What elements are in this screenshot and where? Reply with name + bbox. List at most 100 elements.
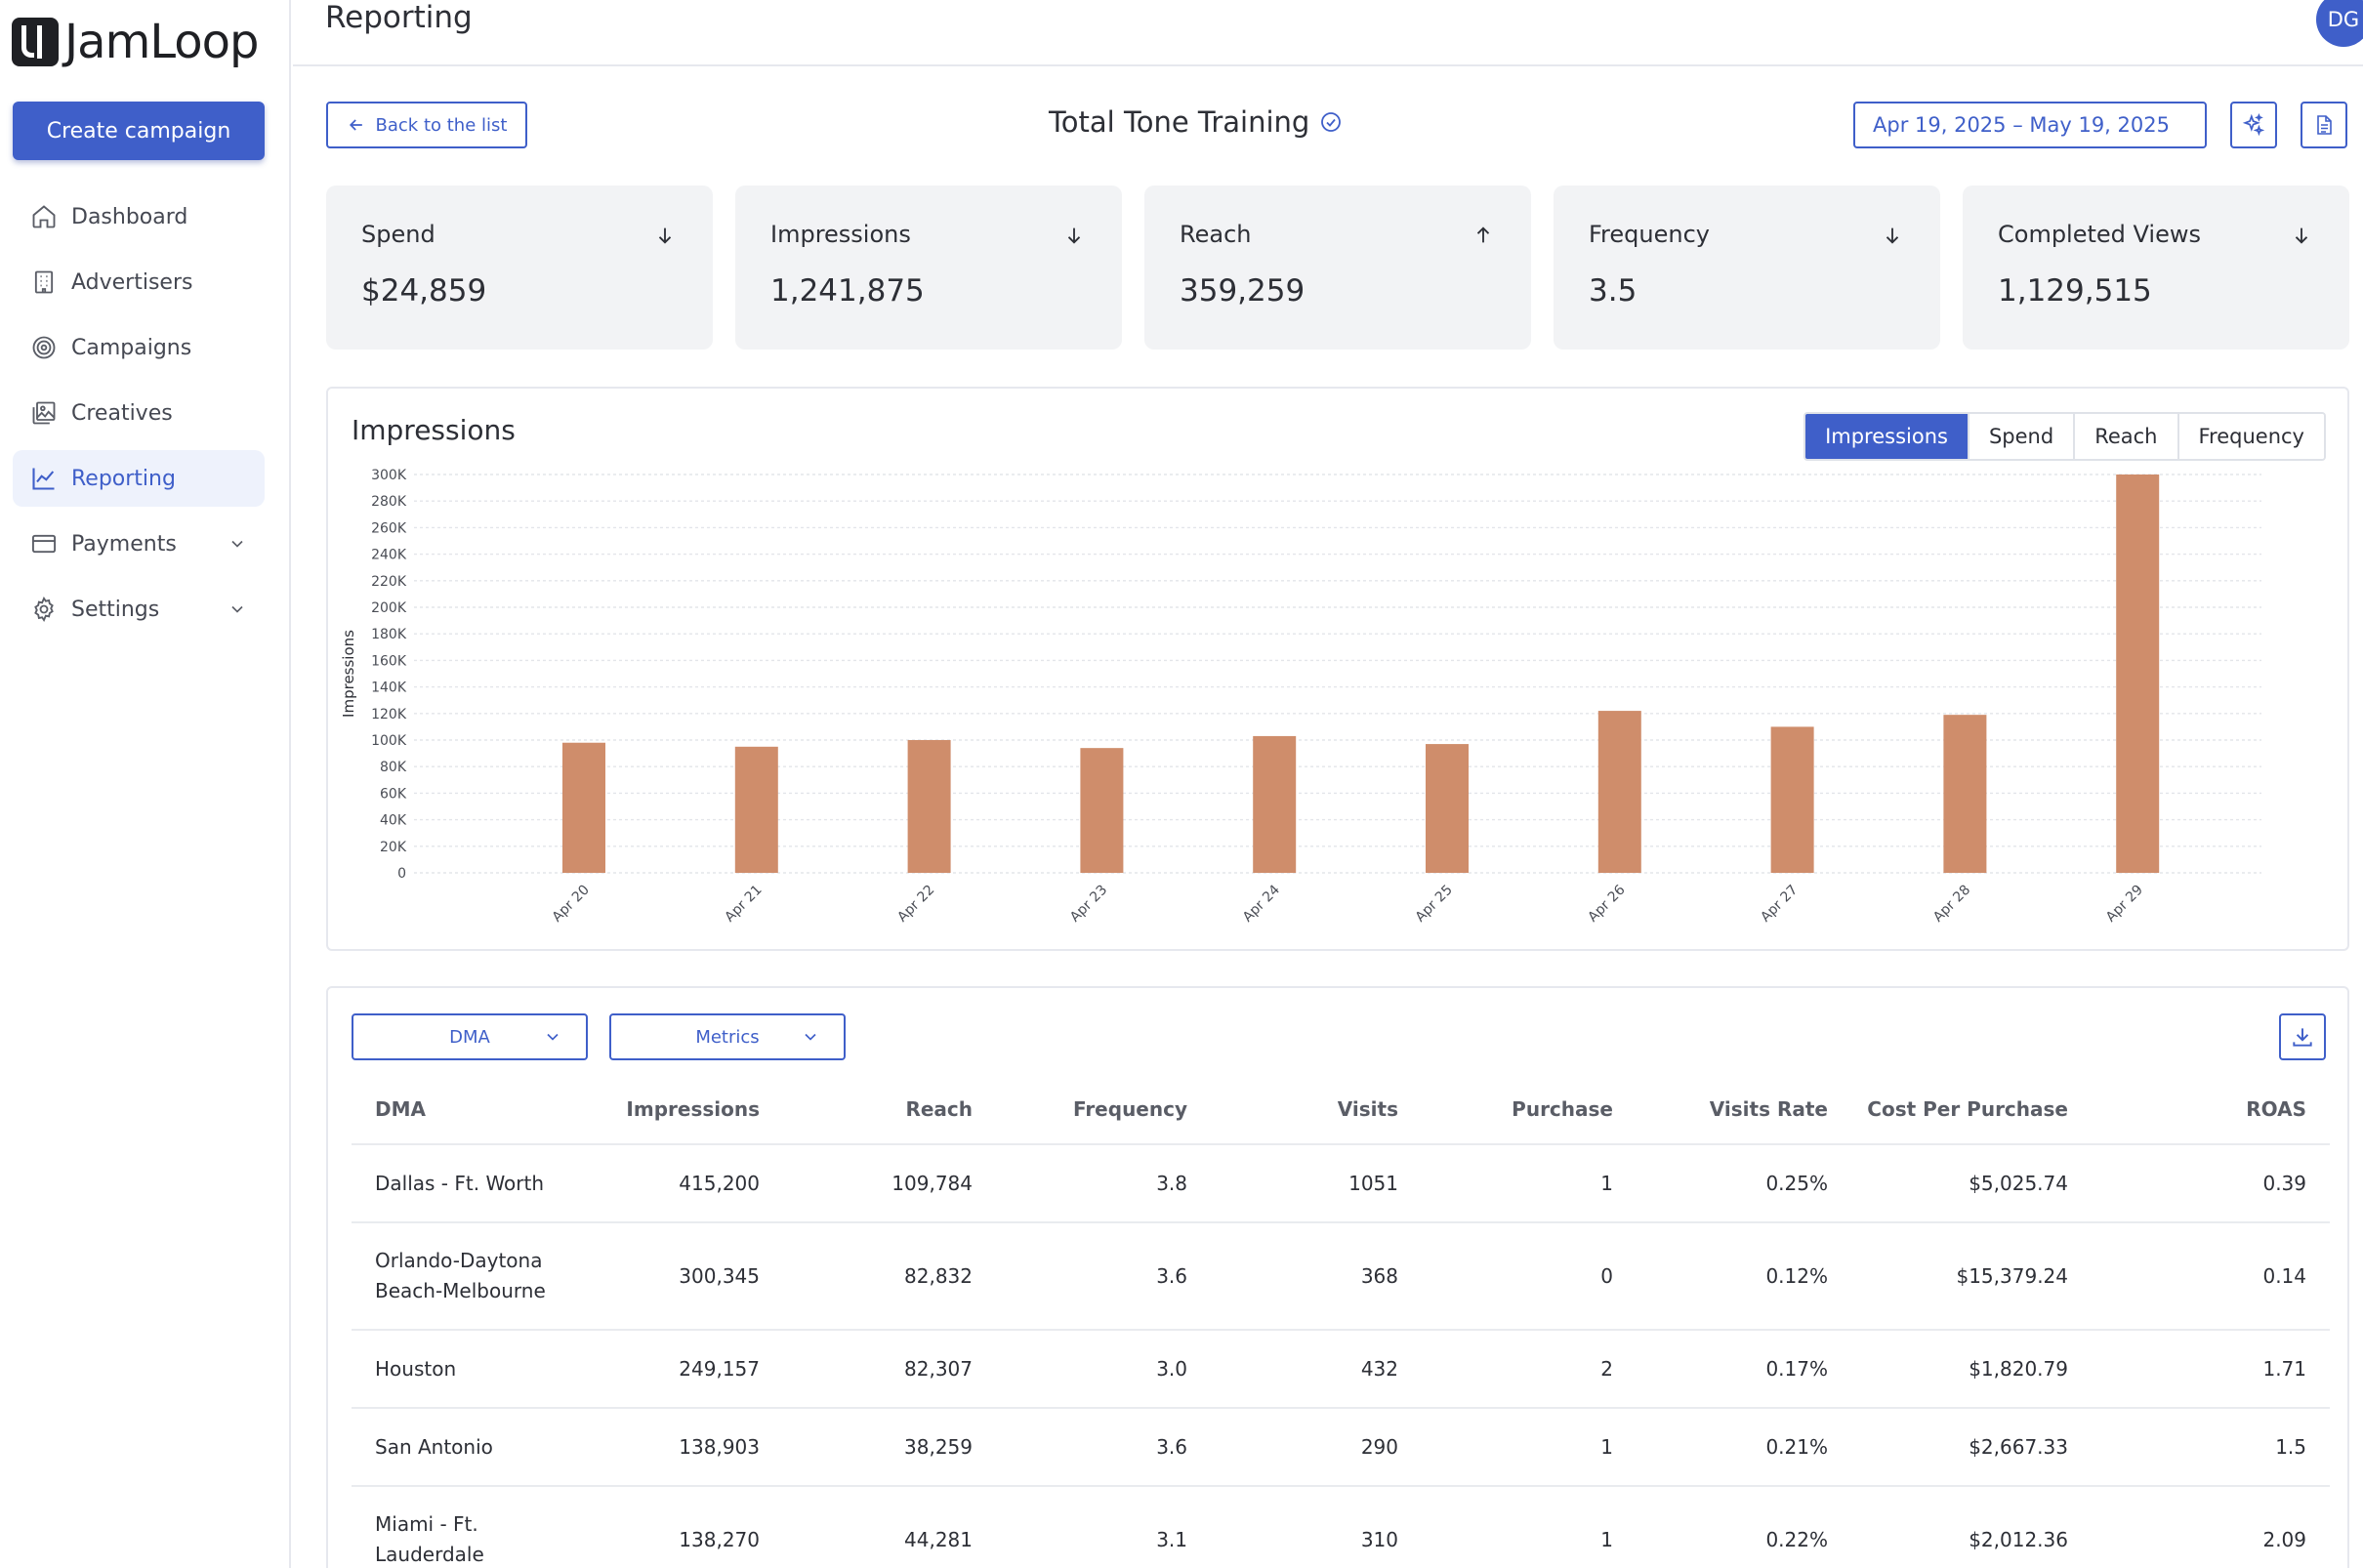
cell-purchase: 0 [1422,1222,1637,1331]
sidebar-item-label: Creatives [71,400,173,426]
bar-apr-23 [1080,748,1124,873]
table-row[interactable]: Miami - Ft. Lauderdale 138,270 44,281 3.… [352,1486,2330,1568]
tab-frequency[interactable]: Frequency [2176,414,2324,459]
page-title: Reporting [325,0,473,35]
download-button[interactable] [2279,1013,2326,1060]
y-tick-label: 280K [371,494,407,510]
column-header-purchase[interactable]: Purchase [1422,1074,1637,1145]
y-tick-label: 100K [371,733,407,749]
cell-frequency: 3.8 [996,1144,1211,1223]
cell-visits-rate: 0.17% [1637,1330,1851,1409]
sidebar-item-advertisers[interactable]: Advertisers [13,254,265,310]
sidebar-item-campaigns[interactable]: Campaigns [13,319,265,376]
column-header-impressions[interactable]: Impressions [576,1074,783,1145]
y-tick-label: 180K [371,627,407,642]
sidebar: JamLoop Create campaign Dashboard Advert… [0,0,291,1568]
ai-insights-button[interactable] [2230,102,2277,148]
avatar[interactable]: DG [2316,0,2363,47]
sidebar-item-reporting[interactable]: Reporting [13,450,265,507]
cell-purchase: 1 [1422,1144,1637,1223]
bar-apr-22 [907,740,951,873]
y-tick-label: 300K [371,468,407,483]
cell-visits-rate: 0.22% [1637,1486,1851,1568]
dma-table: DMA Impressions Reach Frequency Visits P… [352,1074,2330,1568]
column-header-roas[interactable]: ROAS [2092,1074,2330,1145]
x-tick-label: Apr 28 [1930,883,1973,926]
campaign-title-text: Total Tone Training [1049,105,1310,139]
tab-spend[interactable]: Spend [1967,414,2074,459]
column-header-visits[interactable]: Visits [1211,1074,1422,1145]
chart-title: Impressions [352,414,516,446]
kpi-card-spend: Spend $24,859 [326,186,713,350]
cell-cost-per-purchase: $1,820.79 [1851,1330,2092,1409]
column-header-reach[interactable]: Reach [783,1074,996,1145]
table-row[interactable]: San Antonio 138,903 38,259 3.6 290 1 0.2… [352,1408,2330,1487]
y-tick-label: 160K [371,653,407,669]
chevron-down-icon[interactable] [228,534,247,554]
bar-apr-21 [734,746,778,873]
cell-purchase: 1 [1422,1408,1637,1487]
dma-dropdown-label: DMA [449,1026,490,1048]
metrics-dropdown[interactable]: Metrics [609,1013,846,1060]
sidebar-item-creatives[interactable]: Creatives [13,385,265,441]
top-bar: Reporting DG [293,0,2363,66]
cell-dma: Dallas - Ft. Worth [352,1144,576,1223]
kpi-card-impressions: Impressions 1,241,875 [735,186,1122,350]
sidebar-item-settings[interactable]: Settings [13,581,265,638]
sidebar-item-payments[interactable]: Payments [13,516,265,572]
sidebar-item-label: Dashboard [71,204,188,229]
table-row[interactable]: Dallas - Ft. Worth 415,200 109,784 3.8 1… [352,1144,2330,1223]
cell-dma: San Antonio [352,1408,576,1487]
cell-impressions: 138,903 [576,1408,783,1487]
cell-purchase: 2 [1422,1330,1637,1409]
cell-visits: 310 [1211,1486,1422,1568]
bar-apr-27 [1770,726,1814,873]
cell-cost-per-purchase: $2,012.36 [1851,1486,2092,1568]
logo[interactable]: JamLoop [12,14,259,70]
tab-reach[interactable]: Reach [2073,414,2177,459]
chevron-down-icon [805,1033,816,1041]
cell-reach: 109,784 [783,1144,996,1223]
kpi-label: Impressions [770,221,911,248]
bar-apr-26 [1597,711,1641,873]
y-tick-label: 260K [371,520,407,536]
cell-cost-per-purchase: $5,025.74 [1851,1144,2092,1223]
y-tick-label: 120K [371,707,407,722]
date-range-picker[interactable]: Apr 19, 2025 – May 19, 2025 [1853,102,2207,148]
arrow-down-icon [658,227,672,244]
column-header-dma[interactable]: DMA [352,1074,576,1145]
dma-dropdown[interactable]: DMA [352,1013,588,1060]
table-row[interactable]: Houston 249,157 82,307 3.0 432 2 0.17% $… [352,1330,2330,1409]
kpi-card-frequency: Frequency 3.5 [1554,186,1940,350]
create-campaign-button[interactable]: Create campaign [13,102,265,160]
sidebar-item-label: Campaigns [71,335,192,360]
cell-roas: 1.5 [2092,1408,2330,1487]
cell-roas: 0.14 [2092,1222,2330,1331]
cell-impressions: 415,200 [576,1144,783,1223]
tab-impressions[interactable]: Impressions [1805,414,1968,459]
back-to-list-button[interactable]: Back to the list [326,102,527,148]
kpi-label: Frequency [1589,221,1710,248]
report-document-button[interactable] [2301,102,2347,148]
y-tick-label: 0 [397,866,406,882]
column-header-cost-per-purchase[interactable]: Cost Per Purchase [1851,1074,2092,1145]
sidebar-item-label: Payments [71,531,177,557]
cell-roas: 2.09 [2092,1486,2330,1568]
sidebar-item-dashboard[interactable]: Dashboard [13,188,265,245]
cell-dma: Orlando-Daytona Beach-Melbourne [352,1222,576,1331]
sidebar-item-label: Settings [71,597,160,622]
column-header-frequency[interactable]: Frequency [996,1074,1211,1145]
cell-impressions: 249,157 [576,1330,783,1409]
y-tick-label: 200K [371,600,407,616]
x-tick-label: Apr 26 [1585,882,1628,925]
column-header-visits-rate[interactable]: Visits Rate [1637,1074,1851,1145]
kpi-value: $24,859 [361,273,487,309]
chevron-down-icon[interactable] [228,599,247,619]
arrow-left-icon [349,119,362,131]
cell-purchase: 1 [1422,1486,1637,1568]
logo-text: JamLoop [64,15,259,69]
dma-table-panel: DMA Metrics DMA Impressions Reach Freque… [326,986,2349,1568]
table-row[interactable]: Orlando-Daytona Beach-Melbourne 300,345 … [352,1222,2330,1331]
cell-reach: 82,832 [783,1222,996,1331]
kpi-value: 1,129,515 [1998,273,2152,309]
